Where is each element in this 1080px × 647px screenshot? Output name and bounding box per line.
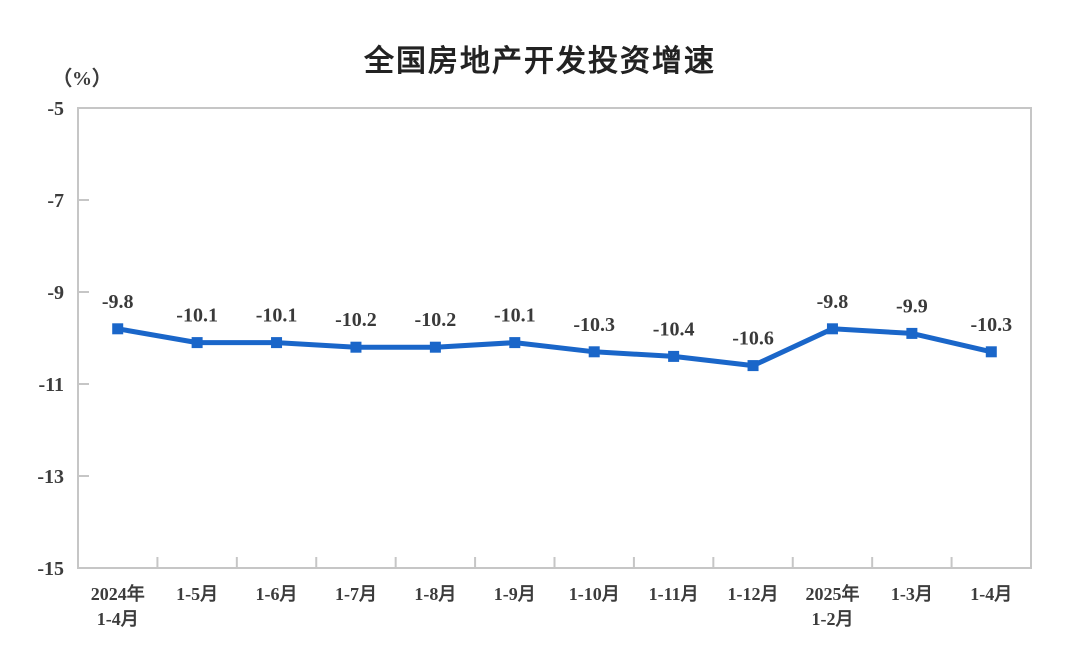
data-point-label: -10.6: [732, 328, 774, 350]
x-tick-label: 1-11月: [649, 584, 699, 604]
y-tick-label: -9: [47, 282, 64, 304]
data-point-marker: [191, 337, 203, 349]
data-point-label: -10.3: [970, 314, 1012, 336]
x-tick-label: 1-12月: [728, 584, 779, 604]
data-point-marker: [509, 337, 521, 349]
x-tick-label: 1-10月: [569, 584, 620, 604]
data-point-label: -10.4: [653, 318, 695, 340]
data-point-label: -10.2: [415, 309, 457, 331]
plot-border: [77, 107, 1032, 569]
data-point-marker: [826, 323, 838, 335]
y-tick-label: -15: [37, 558, 64, 580]
y-tick-label: -13: [37, 466, 64, 488]
x-tick-label: 1-7月: [335, 584, 377, 604]
data-point-marker: [985, 346, 997, 358]
x-tick-label: 1-5月: [176, 584, 218, 604]
data-point-marker: [906, 327, 918, 339]
y-tick-label: -5: [47, 98, 64, 120]
x-tick-label: 2024年 1-4月: [91, 583, 145, 629]
x-tick-label: 1-6月: [256, 584, 298, 604]
x-tick-label: 1-8月: [414, 584, 456, 604]
chart-title: 全国房地产开发投资增速: [364, 45, 716, 78]
data-point-marker: [668, 350, 680, 362]
data-point-label: -10.1: [256, 305, 298, 327]
y-tick-label: -7: [47, 190, 64, 212]
x-tick-label: 1-9月: [494, 584, 536, 604]
data-point-label: -10.3: [573, 314, 615, 336]
data-point-marker: [429, 341, 441, 353]
data-point-marker: [747, 360, 759, 372]
data-point-label: -10.1: [176, 305, 218, 327]
data-point-label: -10.2: [335, 309, 377, 331]
data-point-marker: [350, 341, 362, 353]
data-point-label: -9.8: [102, 291, 134, 313]
data-point-label: -9.9: [896, 295, 928, 317]
data-point-marker: [588, 346, 600, 358]
y-tick-label: -11: [38, 374, 64, 396]
data-point-label: -10.1: [494, 305, 536, 327]
data-point-marker: [112, 323, 124, 335]
data-point-label: -9.8: [817, 291, 849, 313]
data-point-marker: [271, 337, 283, 349]
x-tick-label: 1-3月: [891, 584, 933, 604]
x-tick-label: 2025年 1-2月: [805, 583, 859, 629]
x-tick-label: 1-4月: [970, 584, 1012, 604]
series-line: [115, 326, 994, 369]
y-axis-unit-label: （%）: [52, 68, 112, 90]
